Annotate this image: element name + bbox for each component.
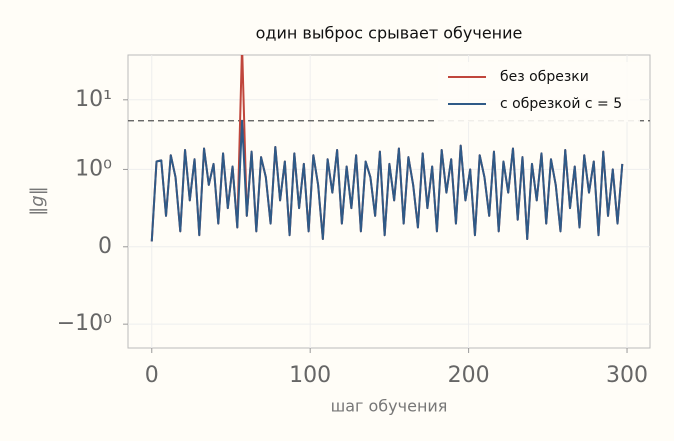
- y-tick-label: 10⁰: [75, 156, 112, 181]
- series-line: [150, 119, 624, 242]
- chart-title: один выброс срывает обучение: [256, 24, 523, 43]
- y-axis-label: ‖g‖: [27, 186, 48, 215]
- x-tick-label: 300: [606, 363, 648, 388]
- y-tick-label: −10⁰: [57, 311, 112, 336]
- y-tick-label: 10¹: [75, 87, 112, 112]
- x-tick-label: 100: [289, 363, 331, 388]
- legend-label: без обрезки: [500, 69, 589, 85]
- x-axis-label: шаг обучения: [331, 397, 448, 416]
- legend-label: с обрезкой c = 5: [500, 96, 622, 112]
- x-tick-label: 200: [448, 363, 490, 388]
- y-tick-label: 0: [98, 234, 112, 259]
- legend: [438, 62, 640, 122]
- x-tick-label: 0: [145, 363, 159, 388]
